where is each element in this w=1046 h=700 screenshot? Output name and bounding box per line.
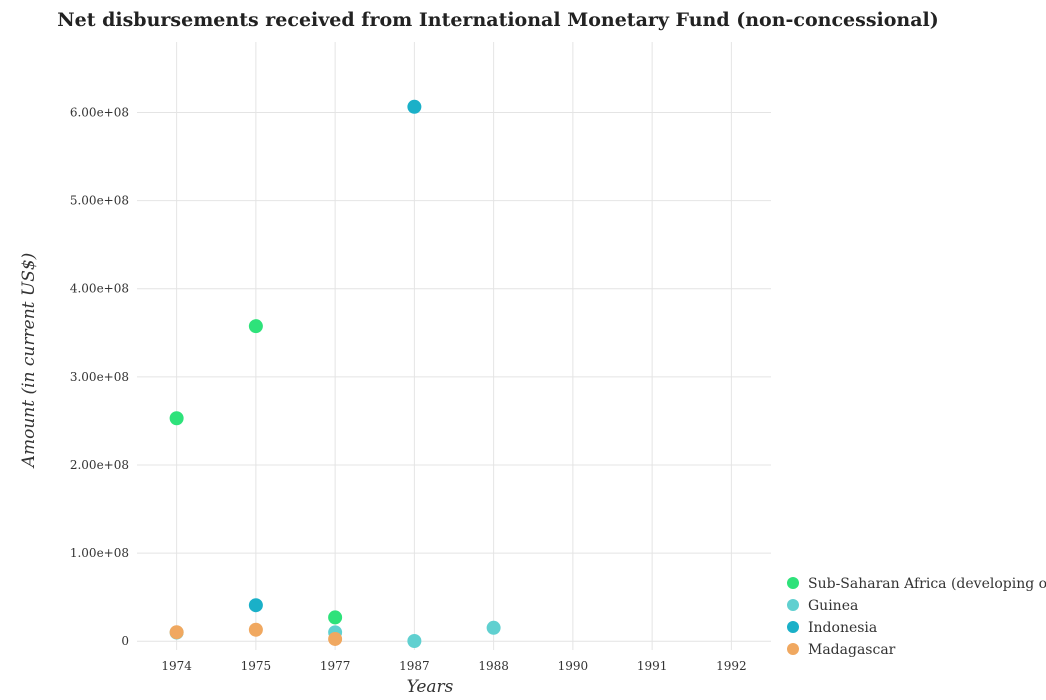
data-points	[169, 99, 501, 649]
legend-entry: Guinea	[808, 598, 858, 614]
x-axis-label: Years	[407, 677, 454, 697]
x-tick-label: 1990	[558, 659, 589, 673]
data-point	[169, 625, 184, 640]
x-gridlines	[176, 42, 732, 650]
y-tick-label: 5.00e+08	[70, 194, 129, 208]
legend-marker	[787, 621, 799, 633]
data-point	[328, 631, 343, 646]
chart-title: Net disbursements received from Internat…	[57, 9, 939, 31]
legend-marker	[787, 643, 799, 655]
y-axis-label: Amount (in current US$)	[19, 253, 39, 470]
legend-marker	[787, 577, 799, 589]
y-tick-label: 3.00e+08	[70, 370, 129, 384]
x-tick-label: 1975	[241, 659, 272, 673]
data-point	[407, 634, 422, 649]
y-tick-label: 4.00e+08	[70, 282, 129, 296]
y-tick-labels: 0 1.00e+08 2.00e+08 3.00e+08 4.00e+08 5.00e+0…	[70, 105, 129, 648]
y-gridlines	[137, 111, 771, 642]
data-point	[248, 622, 263, 637]
legend-marker	[787, 599, 799, 611]
data-point	[169, 411, 184, 426]
data-point	[248, 598, 263, 613]
x-tick-labels: 1974 1975 1977 1987 1988 1990 1991 1992	[161, 659, 746, 673]
legend-entry: Sub-Saharan Africa (developing only)	[808, 576, 1046, 592]
x-tick-label: 1987	[399, 659, 430, 673]
legend: Sub-Saharan Africa (developing only) Guin…	[787, 576, 1046, 658]
y-tick-label: 6.00e+08	[70, 105, 129, 119]
legend-entry: Indonesia	[808, 620, 877, 636]
legend-entry: Madagascar	[808, 642, 896, 658]
y-tick-label: 1.00e+08	[70, 546, 129, 560]
y-tick-label: 0	[121, 634, 129, 648]
data-point	[328, 610, 343, 625]
y-tick-label: 2.00e+08	[70, 458, 129, 472]
data-point	[407, 99, 422, 114]
x-tick-label: 1974	[161, 659, 192, 673]
x-tick-label: 1988	[478, 659, 509, 673]
x-tick-label: 1992	[716, 659, 747, 673]
data-point	[486, 620, 501, 635]
x-tick-label: 1977	[320, 659, 351, 673]
data-point	[248, 319, 263, 334]
x-tick-label: 1991	[637, 659, 668, 673]
